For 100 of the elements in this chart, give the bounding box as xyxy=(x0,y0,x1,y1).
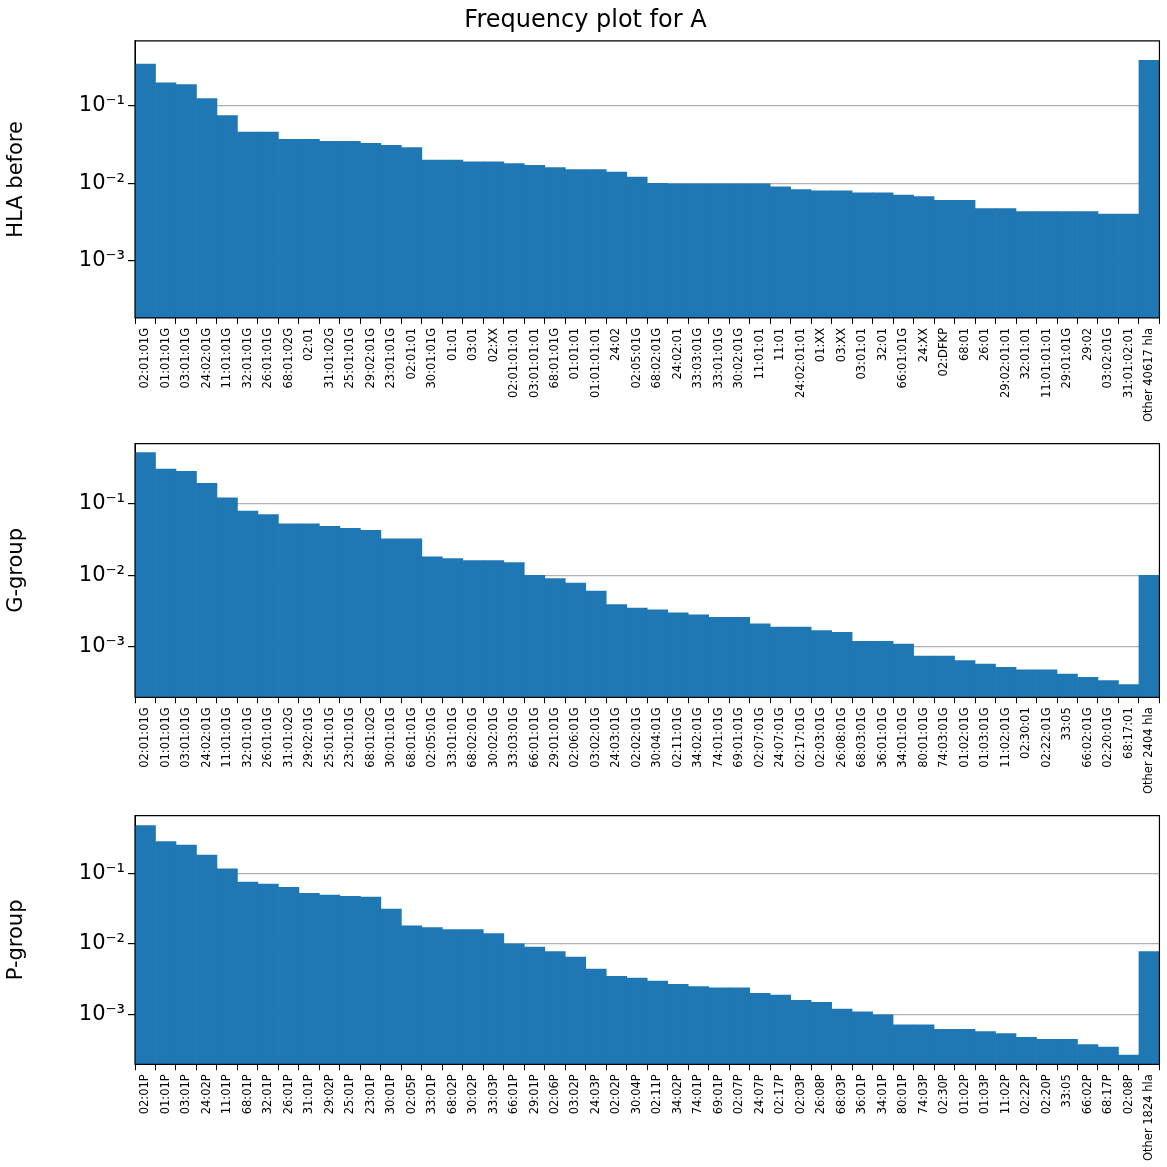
x-tick-label: 02:07P xyxy=(731,1074,746,1115)
x-tick-label: 74:03:01G xyxy=(936,707,951,768)
x-tick-label: 02:06:01G xyxy=(567,707,582,768)
x-tick-label: 29:02:01:01 xyxy=(997,327,1012,399)
x-tick-label: 66:01:01G xyxy=(526,707,541,768)
x-tick-label: 02:03:01G xyxy=(813,707,828,768)
x-tick-label: 29:02:01G xyxy=(301,707,316,768)
x-tick-label: 26:08:01G xyxy=(833,707,848,768)
x-tick-label: 29:02P xyxy=(321,1074,336,1115)
x-tick-label: 02:30:01 xyxy=(1018,707,1033,759)
x-tick-label: 02:03P xyxy=(792,1074,807,1115)
x-tick-label: 02:20:01G xyxy=(1100,707,1115,768)
x-tick-label: 11:02:01G xyxy=(997,707,1012,768)
x-tick-label: 68:17:01 xyxy=(1120,707,1135,759)
y-axis-title: HLA before xyxy=(3,121,28,238)
x-tick-label: 29:01P xyxy=(526,1074,541,1115)
x-tick-label: 32:01P xyxy=(260,1074,275,1115)
y-tick-label: 10⁻¹ xyxy=(78,859,125,884)
x-tick-label: 02:05:01G xyxy=(628,327,643,389)
x-tick-label: Other 2404 hla xyxy=(1141,707,1156,794)
x-tick-label: 01:03P xyxy=(977,1074,992,1115)
x-tick-label: 34:02P xyxy=(669,1074,684,1115)
x-tick-label: 01:XX xyxy=(813,327,828,363)
x-tick-label: 23:01P xyxy=(362,1074,377,1115)
x-tick-label: 24:02:01:01 xyxy=(792,327,807,399)
x-tick-label: 32:01 xyxy=(874,327,889,362)
x-tick-label: 25:01P xyxy=(342,1074,357,1115)
x-tick-label: 66:01P xyxy=(506,1074,521,1115)
x-tick-label: 03:XX xyxy=(833,327,848,363)
y-tick-label: 10⁻³ xyxy=(78,633,125,658)
x-tick-label: 30:01:01G xyxy=(383,707,398,768)
x-tick-label: 32:01:01 xyxy=(1018,327,1033,380)
x-tick-label: 68:01:01G xyxy=(403,707,418,768)
x-tick-label: 02:22P xyxy=(1018,1074,1033,1115)
y-tick-label: 10⁻¹ xyxy=(78,92,125,117)
x-tick-label: 01:01:01G xyxy=(157,327,172,389)
x-tick-label: 25:01:01G xyxy=(342,327,357,389)
x-tick-label: 23:01:01G xyxy=(383,327,398,389)
x-tick-label: 03:01:01G xyxy=(178,327,193,389)
x-tick-label: 33:01P xyxy=(424,1074,439,1115)
x-tick-label: 11:02P xyxy=(997,1074,1012,1115)
x-tick-label: 02:01:01:01 xyxy=(506,327,521,399)
x-tick-label: 32:01:01G xyxy=(239,707,254,768)
x-tick-label: 30:04P xyxy=(628,1074,643,1115)
x-tick-label: 03:01P xyxy=(178,1074,193,1115)
x-tick-label: 74:01:01G xyxy=(710,707,725,768)
x-tick-label: 25:01:01G xyxy=(321,707,336,768)
x-tick-label: 36:01P xyxy=(854,1074,869,1115)
x-tick-label: 30:04:01G xyxy=(649,707,664,768)
x-tick-label: 68:01P xyxy=(239,1074,254,1115)
x-tick-label: 03:02:01G xyxy=(1100,327,1115,389)
x-tick-label: 11:01:01:01 xyxy=(1038,327,1053,399)
x-tick-label: 30:01P xyxy=(383,1074,398,1115)
x-tick-label: 26:01 xyxy=(977,327,992,362)
x-tick-label: 24:03P xyxy=(587,1074,602,1115)
x-tick-label: 11:01P xyxy=(219,1074,234,1115)
x-tick-label: 24:02:01 xyxy=(669,327,684,380)
x-tick-label: 24:03:01G xyxy=(608,707,623,768)
x-tick-label: 24:02:01G xyxy=(198,707,213,768)
x-tick-label: 36:01:01G xyxy=(874,707,889,768)
x-tick-label: 26:01:01G xyxy=(260,327,275,389)
x-tick-label: 34:01P xyxy=(874,1074,889,1115)
x-tick-label: 01:01 xyxy=(444,327,459,362)
x-tick-label: 02:XX xyxy=(485,327,500,363)
x-tick-label: 31:01:02G xyxy=(321,327,336,389)
x-tick-label: 01:03:01G xyxy=(977,707,992,768)
x-tick-label: 03:02P xyxy=(567,1074,582,1115)
x-tick-label: 68:02P xyxy=(444,1074,459,1115)
x-tick-label: 02:17P xyxy=(772,1074,787,1115)
x-tick-label: 02:DFKP xyxy=(936,327,951,377)
x-tick-label: 02:06P xyxy=(547,1074,562,1115)
x-tick-label: 66:02P xyxy=(1079,1074,1094,1115)
x-tick-label: 02:01:01G xyxy=(137,707,152,768)
x-tick-label: 24:XX xyxy=(915,327,930,363)
x-tick-label: 24:07:01G xyxy=(772,707,787,768)
x-tick-label: 24:02 xyxy=(608,327,623,362)
x-tick-label: 01:01P xyxy=(157,1074,172,1115)
x-tick-label: 11:01:01G xyxy=(219,327,234,389)
x-tick-label: 30:02:01G xyxy=(731,327,746,389)
x-tick-label: 33:01:01G xyxy=(710,327,725,389)
x-tick-label: 29:01:01G xyxy=(1059,327,1074,389)
x-tick-label: 03:01:01G xyxy=(178,707,193,768)
chart-title: Frequency plot for A xyxy=(464,4,708,33)
x-tick-label: 34:01:01G xyxy=(895,707,910,768)
x-tick-label: 02:30P xyxy=(936,1074,951,1115)
x-tick-label: 31:01P xyxy=(301,1074,316,1115)
x-tick-label: Other 40617 hla xyxy=(1141,327,1156,422)
x-tick-label: 30:02P xyxy=(465,1074,480,1115)
x-tick-label: 26:08P xyxy=(813,1074,828,1115)
x-tick-label: 01:01:01G xyxy=(157,707,172,768)
x-tick-label: 29:02:01G xyxy=(362,327,377,389)
x-tick-label: 31:01:02:01 xyxy=(1120,327,1135,399)
y-tick-label: 10⁻² xyxy=(78,930,125,955)
x-tick-label: 32:01:01G xyxy=(239,327,254,389)
x-tick-label: 23:01:01G xyxy=(342,707,357,768)
x-tick-label: 02:05P xyxy=(403,1074,418,1115)
x-tick-label: 68:01:02G xyxy=(362,707,377,768)
x-tick-label: 03:01:01 xyxy=(854,327,869,380)
x-tick-label: 11:01:01 xyxy=(751,327,766,380)
x-tick-label: 29:02 xyxy=(1079,327,1094,362)
